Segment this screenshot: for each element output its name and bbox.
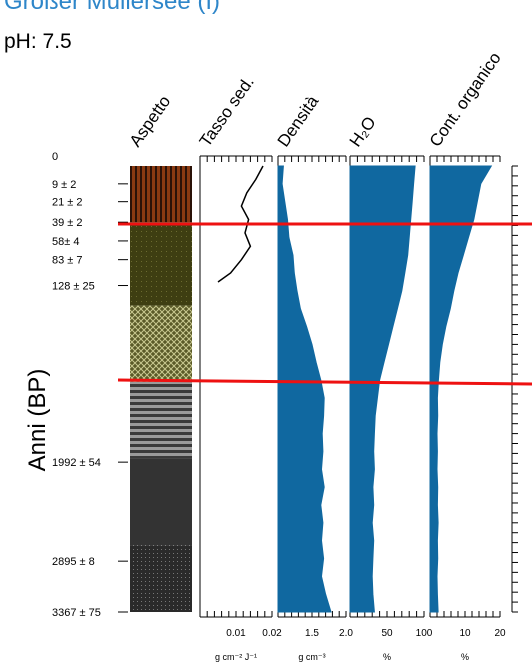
aspetto-layer	[130, 305, 192, 382]
panel-header: Aspetto	[126, 92, 175, 150]
x-tick-label: 20	[494, 628, 506, 639]
age-tick-label: 58± 4	[52, 236, 79, 248]
age-tick-label: 1992 ± 54	[52, 457, 101, 469]
event-line	[117, 378, 532, 386]
unit-label: %	[383, 652, 391, 662]
aspetto-layer	[130, 458, 192, 546]
aspetto-layer	[130, 545, 192, 612]
age-tick-label: 83 ± 7	[52, 255, 83, 267]
panel-header: Tasso sed.	[196, 73, 258, 150]
unit-label: %	[461, 652, 469, 662]
line-series	[217, 165, 264, 283]
aspetto-layer	[130, 381, 192, 459]
age-tick-label: 21 ± 2	[52, 197, 83, 209]
age-tick-label: 128 ± 25	[52, 281, 95, 293]
panel-organico: 10 20% Cont. organico	[426, 49, 506, 662]
x-tick-label: 2.0	[339, 628, 353, 639]
age-tick-label: 0	[52, 151, 58, 163]
x-tick-label: 0.02	[262, 628, 282, 639]
age-tick-label: 39 ± 2	[52, 217, 83, 229]
area-series	[429, 165, 493, 613]
chart-subtitle: pH: 7.5	[4, 30, 72, 53]
chart-title: Großer Müllersee (I)	[4, 0, 221, 15]
panel-densita: 1.5 2.0 g cm⁻³ Densità	[274, 92, 354, 662]
panel-h2o: 50 100% H₂O	[346, 113, 433, 662]
x-tick-label: 100	[416, 628, 433, 639]
x-tick-label: 0.01	[226, 628, 246, 639]
panel-tasso: 0.01 0.02 g cm⁻² J⁻¹ Tasso sed.	[196, 73, 282, 662]
x-tick-label: 1.5	[305, 628, 319, 639]
aspetto-layer	[130, 166, 192, 223]
age-tick-label: 3367 ± 75	[52, 607, 101, 619]
age-tick-label: 9 ± 2	[52, 179, 76, 191]
panel-header: Cont. organico	[426, 49, 505, 150]
area-series	[277, 165, 332, 613]
age-tick-label: 2895 ± 8	[52, 556, 95, 568]
x-tick-label: 10	[459, 628, 471, 639]
unit-label: g cm⁻³	[298, 652, 325, 662]
y-axis-label: Anni (BP)	[24, 369, 51, 472]
unit-label: g cm⁻² J⁻¹	[215, 652, 257, 662]
panel-header: H₂O	[346, 113, 380, 150]
area-series	[349, 165, 416, 613]
aspetto-layer	[130, 222, 192, 306]
panel-header: Densità	[274, 92, 323, 151]
x-tick-label: 50	[381, 628, 393, 639]
